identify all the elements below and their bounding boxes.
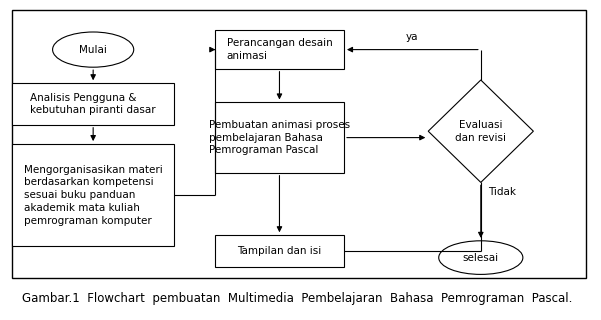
- Text: Perancangan desain
animasi: Perancangan desain animasi: [227, 38, 332, 61]
- Text: Tampilan dan isi: Tampilan dan isi: [237, 246, 322, 256]
- Text: Mengorganisasikan materi
berdasarkan kompetensi
sesuai buku panduan
akademik mat: Mengorganisasikan materi berdasarkan kom…: [24, 164, 162, 226]
- Text: Analisis Pengguna &
kebutuhan piranti dasar: Analisis Pengguna & kebutuhan piranti da…: [30, 92, 156, 116]
- Text: Gambar.1  Flowchart  pembuatan  Multimedia  Pembelajaran  Bahasa  Pemrograman  P: Gambar.1 Flowchart pembuatan Multimedia …: [22, 292, 573, 305]
- Bar: [215, 235, 344, 267]
- Text: Mulai: Mulai: [79, 44, 107, 55]
- Text: Evaluasi
dan revisi: Evaluasi dan revisi: [456, 120, 506, 143]
- Bar: [215, 102, 344, 173]
- Bar: [12, 83, 174, 125]
- Text: selesai: selesai: [463, 252, 499, 263]
- Ellipse shape: [53, 32, 133, 67]
- Bar: [12, 144, 174, 246]
- Polygon shape: [428, 80, 534, 182]
- Text: Pembuatan animasi proses
pembelajaran Bahasa
Pemrograman Pascal: Pembuatan animasi proses pembelajaran Ba…: [209, 120, 350, 156]
- Text: Tidak: Tidak: [488, 187, 516, 197]
- Bar: [215, 30, 344, 69]
- Ellipse shape: [439, 241, 523, 274]
- Text: ya: ya: [406, 32, 419, 42]
- Bar: [12, 10, 586, 278]
